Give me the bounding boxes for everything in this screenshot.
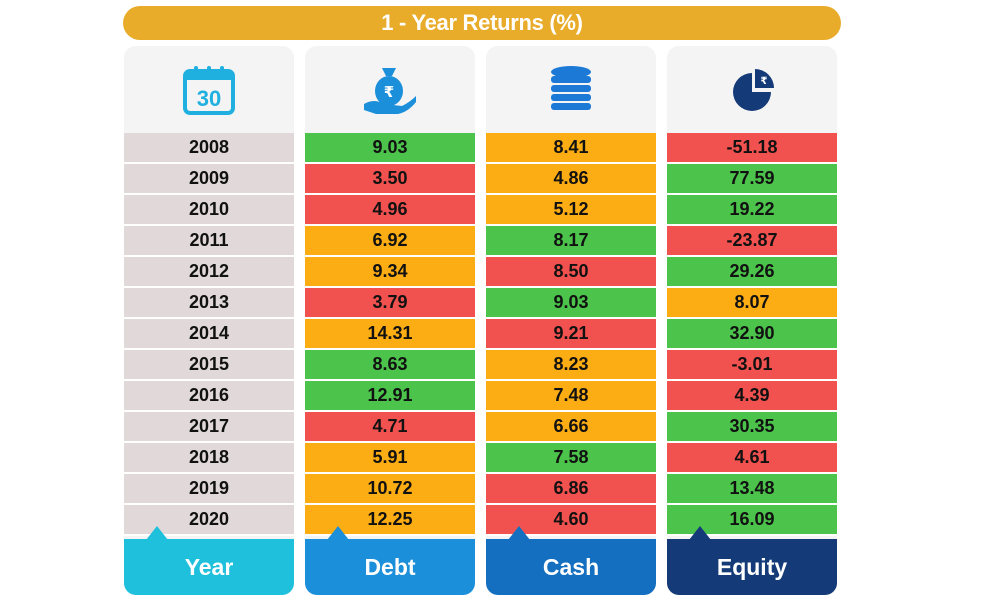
- debt-rows: 9.03 3.50 4.96 6.92 9.34 3.79 14.31 8.63 12.91 4.…: [305, 133, 475, 536]
- svg-text:₹: ₹: [384, 83, 394, 101]
- equity-column: ₹ -51.18 77.59 19.22 -23.87 29.26 8.07 32.90 -3…: [667, 46, 837, 595]
- year-cell: 2008: [124, 133, 294, 164]
- coin-stack-icon: [547, 64, 595, 116]
- year-label: Year: [184, 553, 234, 580]
- debt-column: ₹ 9.03 3.50 4.96 6.92 9.34 3.79 14.31 8.63 12.91…: [305, 46, 475, 595]
- cash-return-cell: 8.17: [486, 226, 656, 257]
- equity-return-cell: -23.87: [667, 226, 837, 257]
- year-cell: 2019: [124, 474, 294, 505]
- year-header: 30: [124, 46, 294, 133]
- year-cell: 2009: [124, 164, 294, 195]
- svg-text:30: 30: [197, 86, 221, 111]
- footer-notch: [146, 526, 168, 540]
- cash-return-cell: 7.58: [486, 443, 656, 474]
- cash-return-cell: 6.66: [486, 412, 656, 443]
- footer-notch: [327, 526, 349, 540]
- year-cell: 2010: [124, 195, 294, 226]
- year-footer: Year: [124, 526, 294, 595]
- debt-return-cell: 8.63: [305, 350, 475, 381]
- year-cell: 2014: [124, 319, 294, 350]
- debt-return-cell: 9.34: [305, 257, 475, 288]
- footer-notch: [508, 526, 530, 540]
- year-cell: 2015: [124, 350, 294, 381]
- equity-return-cell: 77.59: [667, 164, 837, 195]
- svg-text:₹: ₹: [761, 76, 768, 87]
- cash-return-cell: 8.41: [486, 133, 656, 164]
- year-cell: 2012: [124, 257, 294, 288]
- equity-return-cell: 32.90: [667, 319, 837, 350]
- year-column: 30 2008 2009 2010 2011 2012 2013 2014 2015 2016 2…: [124, 46, 294, 595]
- equity-return-cell: -51.18: [667, 133, 837, 164]
- equity-return-cell: 4.61: [667, 443, 837, 474]
- cash-return-cell: 4.86: [486, 164, 656, 195]
- cash-label: Cash: [542, 553, 600, 580]
- equity-header: ₹: [667, 46, 837, 133]
- equity-return-cell: 13.48: [667, 474, 837, 505]
- debt-footer: Debt: [305, 526, 475, 595]
- cash-return-cell: 9.03: [486, 288, 656, 319]
- equity-return-cell: 16.09: [667, 505, 837, 536]
- equity-return-cell: 29.26: [667, 257, 837, 288]
- calendar-icon: 30: [182, 65, 236, 115]
- cash-rows: 8.41 4.86 5.12 8.17 8.50 9.03 9.21 8.23 7.48 6.66…: [486, 133, 656, 536]
- year-cell: 2018: [124, 443, 294, 474]
- year-cell: 2016: [124, 381, 294, 412]
- cash-return-cell: 8.50: [486, 257, 656, 288]
- debt-return-cell: 14.31: [305, 319, 475, 350]
- debt-return-cell: 4.71: [305, 412, 475, 443]
- cash-footer: Cash: [486, 526, 656, 595]
- footer-notch: [689, 526, 711, 540]
- debt-return-cell: 6.92: [305, 226, 475, 257]
- debt-return-cell: 4.96: [305, 195, 475, 226]
- equity-rows: -51.18 77.59 19.22 -23.87 29.26 8.07 32.90 -3.0…: [667, 133, 837, 536]
- cash-return-cell: 9.21: [486, 319, 656, 350]
- year-cell: 2011: [124, 226, 294, 257]
- equity-return-cell: 19.22: [667, 195, 837, 226]
- year-rows: 2008 2009 2010 2011 2012 2013 2014 2015 2016 2017…: [124, 133, 294, 536]
- cash-return-cell: 6.86: [486, 474, 656, 505]
- equity-return-cell: 30.35: [667, 412, 837, 443]
- debt-return-cell: 3.79: [305, 288, 475, 319]
- cash-header: [486, 46, 656, 133]
- equity-return-cell: 8.07: [667, 288, 837, 319]
- year-cell: 2013: [124, 288, 294, 319]
- money-bag-icon: ₹: [362, 64, 418, 116]
- debt-header: ₹: [305, 46, 475, 133]
- debt-label: Debt: [364, 553, 416, 580]
- debt-return-cell: 10.72: [305, 474, 475, 505]
- pie-chart-icon: ₹: [727, 65, 777, 115]
- cash-return-cell: 5.12: [486, 195, 656, 226]
- debt-return-cell: 3.50: [305, 164, 475, 195]
- debt-return-cell: 5.91: [305, 443, 475, 474]
- debt-return-cell: 12.91: [305, 381, 475, 412]
- equity-footer: Equity: [667, 526, 837, 595]
- table-title: 1 - Year Returns (%): [123, 6, 841, 40]
- equity-return-cell: -3.01: [667, 350, 837, 381]
- year-cell: 2017: [124, 412, 294, 443]
- cash-column: 8.41 4.86 5.12 8.17 8.50 9.03 9.21 8.23 7.48 6.66…: [486, 46, 656, 595]
- cash-return-cell: 7.48: [486, 381, 656, 412]
- equity-label: Equity: [716, 553, 788, 580]
- debt-return-cell: 9.03: [305, 133, 475, 164]
- equity-return-cell: 4.39: [667, 381, 837, 412]
- cash-return-cell: 8.23: [486, 350, 656, 381]
